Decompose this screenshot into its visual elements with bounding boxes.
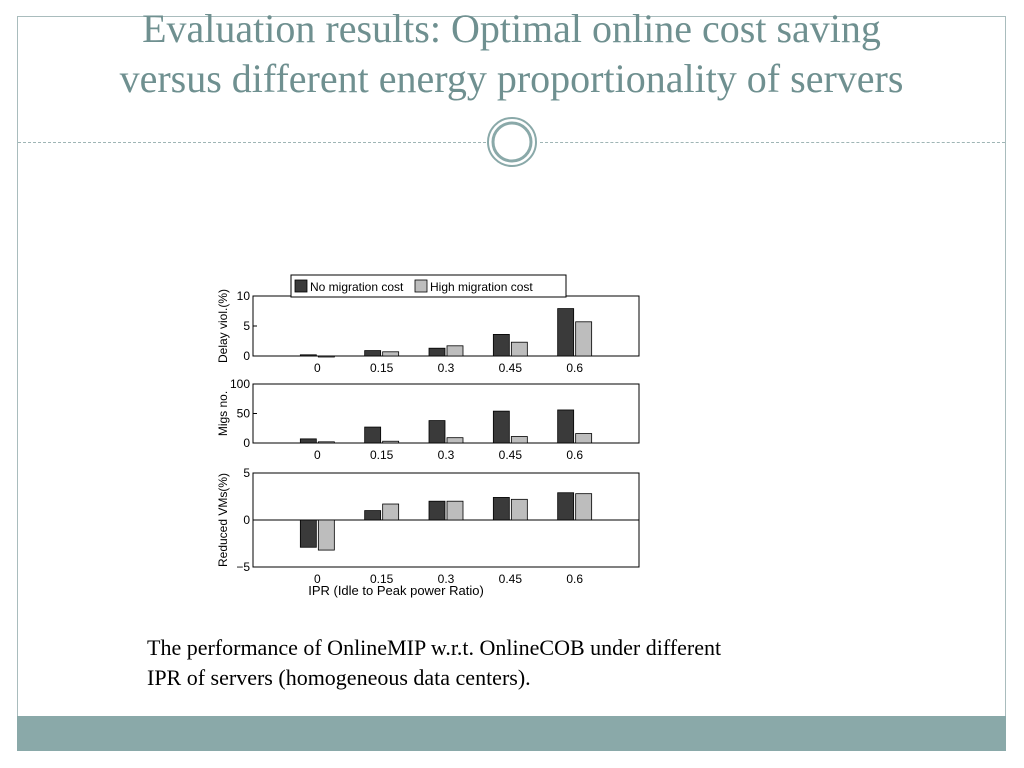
- caption-line-1: The performance of OnlineMIP w.r.t. Onli…: [147, 635, 722, 660]
- bar-series-2-0.6: [575, 433, 593, 444]
- y-tick-label: 50: [237, 407, 251, 421]
- caption-line-2: IPR of servers (homogeneous data centers…: [147, 665, 531, 690]
- bar-series-1-0.45: [492, 497, 510, 521]
- legend-swatch: [294, 279, 308, 293]
- bar-series-1-0.15: [364, 510, 382, 521]
- y-tick-label: 0: [243, 349, 250, 363]
- x-tick-label: 0.3: [438, 361, 455, 375]
- bar-series-1-0.3: [428, 500, 446, 521]
- y-tick-label: 5: [243, 466, 250, 480]
- x-tick-label: 0: [314, 448, 321, 462]
- y-tick-label: −5: [236, 560, 250, 574]
- bar-series-2-0.45: [510, 341, 528, 357]
- bar-series-1-0.3: [428, 420, 446, 444]
- footer-bar: [17, 716, 1006, 751]
- x-tick-label: 0: [314, 572, 321, 586]
- title-divider-right: [540, 142, 1005, 143]
- bar-series-2-0.45: [510, 436, 528, 444]
- x-tick-label: 0.15: [370, 448, 394, 462]
- y-tick-label: 100: [230, 377, 250, 391]
- y-axis-label: Migs no.: [216, 391, 230, 436]
- x-tick-label: 0.15: [370, 572, 394, 586]
- bar-series-1-0: [299, 519, 317, 548]
- figure-caption: The performance of OnlineMIP w.r.t. Onli…: [147, 633, 927, 693]
- legend-box: [290, 274, 567, 298]
- bar-series-1-0.15: [364, 426, 382, 444]
- bar-series-2-0.6: [575, 493, 593, 521]
- bar-series-2-0.45: [510, 498, 528, 521]
- x-tick-label: 0.45: [499, 361, 523, 375]
- bar-series-1-0.45: [492, 334, 510, 357]
- y-tick-label: 5: [243, 319, 250, 333]
- x-tick-label: 0.3: [438, 448, 455, 462]
- slide-title-line-2: versus different energy proportionality …: [119, 56, 904, 101]
- x-tick-label: 0.3: [438, 572, 455, 586]
- legend-label: No migration cost: [310, 280, 404, 294]
- bar-series-2-0.3: [446, 345, 464, 357]
- bar-series-2-0: [317, 441, 335, 444]
- bar-series-1-0.6: [557, 492, 575, 521]
- bar-series-1-0.6: [557, 308, 575, 357]
- bar-series-2-0: [317, 355, 335, 358]
- bar-series-2-0.3: [446, 437, 464, 444]
- y-tick-label: 10: [237, 289, 251, 303]
- x-tick-label: 0.45: [499, 448, 523, 462]
- bar-series-2-0.15: [382, 440, 400, 444]
- x-tick-label: 0.6: [566, 361, 583, 375]
- chart-legend: No migration cost High migration cost: [290, 274, 567, 298]
- y-axis-label: Reduced VMs(%): [216, 473, 230, 567]
- x-tick-label: 0.6: [566, 448, 583, 462]
- x-tick-label: 0.6: [566, 572, 583, 586]
- slide-title-line-1: Evaluation results: Optimal online cost …: [142, 6, 881, 51]
- bar-chart-figure: 0 5 10 Delay viol.(%) 0 0.15 0.3 0.45 0.6 No migr…: [216, 274, 640, 598]
- chart-panel-1: 0 5 10 Delay viol.(%) 0 0.15 0.3 0.45 0.6 No migr…: [216, 274, 640, 375]
- bar-series-2-0.3: [446, 500, 464, 521]
- y-tick-label: 0: [243, 513, 250, 527]
- title-divider-left: [18, 142, 486, 143]
- legend-swatch: [414, 279, 428, 293]
- chart-panel-3: −5 0 5 Reduced VMs(%) 0 0.15 0.3 0.45 0.6 IPR (Id…: [216, 466, 640, 598]
- bar-series-2-0.6: [575, 321, 593, 357]
- bar-series-1-0.45: [492, 410, 510, 444]
- slide-title: Evaluation results: Optimal online cost …: [17, 4, 1006, 104]
- bar-series-1-0.6: [557, 409, 575, 444]
- bar-series-1-0.15: [364, 350, 382, 357]
- bar-series-1-0: [299, 438, 317, 444]
- x-tick-label: 0.45: [499, 572, 523, 586]
- x-tick-label: 0: [314, 361, 321, 375]
- x-axis-label: IPR (Idle to Peak power Ratio): [308, 583, 484, 598]
- legend-label: High migration cost: [430, 280, 533, 294]
- bar-series-2-0.15: [382, 503, 400, 521]
- bar-series-1-0.3: [428, 347, 446, 357]
- bar-series-2-0.15: [382, 351, 400, 357]
- circle-ornament-icon: [487, 117, 537, 167]
- x-tick-label: 0.15: [370, 361, 394, 375]
- y-axis-label: Delay viol.(%): [216, 289, 230, 363]
- bar-series-1-0: [299, 354, 317, 357]
- y-tick-label: 0: [243, 436, 250, 450]
- bar-series-2-0: [317, 519, 335, 551]
